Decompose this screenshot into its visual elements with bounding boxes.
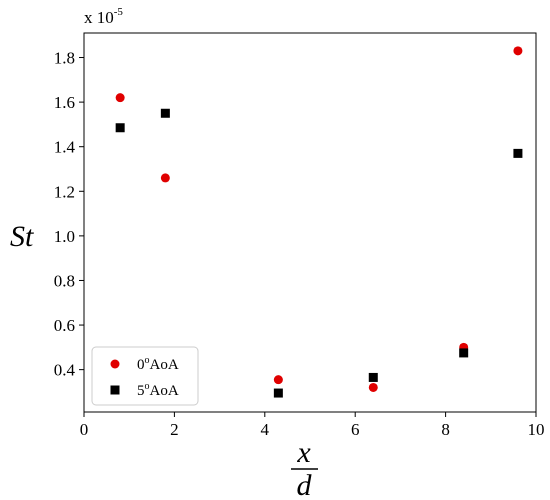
data-point-series-1	[273, 388, 283, 398]
y-tick-label: 0.8	[54, 271, 75, 290]
legend-marker	[110, 359, 120, 369]
data-point-series-0	[513, 46, 523, 56]
plot-area-frame	[83, 32, 537, 413]
data-point-series-1	[368, 372, 378, 382]
y-axis-ticks: 0.4 0.6 0.8 1.0 1.2 1.4 1.6 1.8	[54, 49, 84, 380]
y-axis-label: St	[10, 220, 34, 253]
x-tick-label: 6	[351, 420, 360, 439]
legend-marker	[110, 385, 120, 395]
legend-label: 0oAoA	[137, 355, 179, 373]
data-point-series-0	[273, 375, 283, 385]
legend: 0oAoA 5oAoA	[91, 346, 199, 406]
y-tick-label: 1.4	[54, 138, 76, 157]
y-tick-label: 0.6	[54, 316, 75, 335]
x-tick-label: 4	[261, 420, 270, 439]
y-tick-label: 0.4	[54, 361, 76, 380]
data-point-series-0	[160, 173, 170, 183]
x-axis-ticks: 0 2 4 6 8 10	[80, 412, 545, 439]
x-axis-label-numerator: x	[296, 436, 311, 469]
legend-label: 5oAoA	[137, 381, 179, 399]
y-tick-label: 1.2	[54, 182, 75, 201]
data-points	[115, 46, 523, 398]
x-tick-label: 0	[80, 420, 89, 439]
y-tick-label: 1.8	[54, 49, 75, 68]
data-point-series-1	[160, 108, 170, 118]
x-tick-label: 10	[528, 420, 545, 439]
data-point-series-0	[368, 382, 378, 392]
data-point-series-1	[513, 148, 523, 158]
data-point-series-1	[459, 348, 469, 358]
y-tick-label: 1.6	[54, 93, 75, 112]
x-axis-label: x d	[291, 436, 318, 500]
data-point-series-0	[115, 93, 125, 103]
y-multiplier-label: x 10-5	[84, 6, 123, 27]
x-axis-label-denominator: d	[297, 469, 313, 500]
x-tick-label: 2	[170, 420, 179, 439]
x-tick-label: 8	[441, 420, 450, 439]
y-tick-label: 1.0	[54, 227, 75, 246]
data-point-series-1	[115, 123, 125, 133]
